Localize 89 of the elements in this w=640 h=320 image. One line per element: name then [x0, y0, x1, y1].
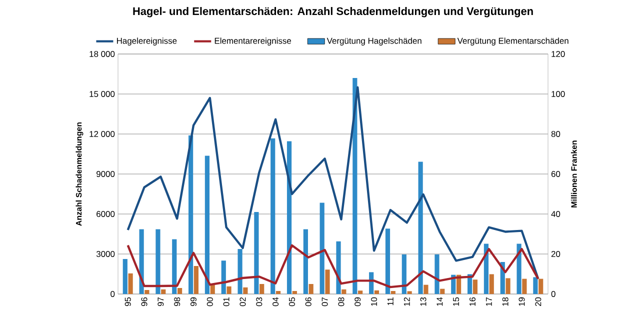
bar — [385, 228, 390, 294]
x-tick-label: 02 — [240, 297, 246, 306]
bar — [122, 259, 128, 294]
bar — [128, 273, 133, 294]
x-tick-label: 96 — [141, 297, 148, 306]
x-tick-label: 16 — [470, 297, 476, 306]
bar — [308, 284, 314, 294]
x-tick-label: 97 — [158, 297, 164, 306]
bar — [538, 278, 544, 294]
bar — [210, 284, 215, 294]
bar — [238, 249, 242, 294]
bar — [533, 277, 538, 294]
y-tick-label: 6000 — [96, 211, 115, 217]
x-tick-label: 09 — [354, 297, 361, 306]
x-tick-label: 14 — [436, 297, 443, 306]
x-tick-label: 08 — [338, 297, 344, 306]
bar — [161, 289, 166, 294]
x-tick-label: 99 — [190, 297, 196, 306]
y-tick-label: 9000 — [96, 171, 115, 177]
x-tick-label: 98 — [174, 297, 180, 306]
x-tick-label: 15 — [453, 297, 460, 306]
y2-tick-label: 20 — [551, 251, 560, 257]
x-tick-label: 01 — [223, 297, 230, 306]
bar — [472, 280, 478, 294]
bar — [292, 291, 297, 294]
bar — [342, 289, 346, 294]
bar — [260, 284, 264, 294]
y-tick-label: 18 000 — [90, 51, 115, 57]
x-tick-label: 20 — [535, 297, 542, 306]
bar — [434, 254, 440, 294]
bar — [243, 287, 248, 294]
y2-tick-label: 60 — [551, 171, 560, 177]
x-tick-label: 04 — [272, 297, 279, 306]
bar — [440, 288, 445, 294]
line-series — [126, 244, 540, 288]
line-series — [126, 86, 540, 280]
x-tick-label: 17 — [486, 297, 492, 306]
y2-tick-label: 100 — [552, 91, 565, 97]
legend-label: Elementarereignisse — [214, 38, 292, 46]
bar — [402, 254, 406, 294]
bar — [522, 278, 527, 294]
bar — [418, 162, 423, 294]
bar — [516, 244, 522, 294]
bar — [204, 156, 210, 294]
y2-tick-label: 40 — [551, 211, 560, 217]
y2-tick-label: 0 — [551, 291, 556, 297]
bar — [226, 286, 232, 294]
bar — [489, 274, 494, 294]
bar — [194, 266, 198, 294]
bar — [506, 278, 510, 294]
bar — [172, 239, 177, 294]
chart-title: Hagel- und Elementarschäden: Anzahl Schadenmeldungen und Vergütungen — [133, 7, 533, 18]
x-tick-label: 07 — [322, 297, 328, 306]
y-tick-label: 15 000 — [90, 91, 115, 97]
x-tick-label: 13 — [420, 297, 426, 306]
y2-tick-label: 80 — [551, 131, 560, 137]
y-tick-label: 3000 — [96, 251, 115, 257]
bar — [424, 284, 428, 294]
legend-label: Vergütung Hagelschäden — [326, 38, 422, 46]
legend-label: Vergütung Elementarschäden — [457, 38, 568, 46]
bar — [303, 229, 308, 294]
x-tick-label: 03 — [256, 297, 262, 306]
x-tick-label: 18 — [502, 297, 508, 306]
bar — [390, 291, 396, 294]
legend-label: Hagelereignisse — [117, 38, 177, 46]
y-tick-label: 12 000 — [90, 131, 115, 137]
bar — [156, 229, 160, 294]
bar — [407, 291, 412, 294]
bar — [276, 291, 281, 294]
y-tick-label: 0 — [110, 291, 115, 297]
x-tick-label: 10 — [371, 297, 378, 306]
bar — [374, 290, 380, 294]
x-tick-label: 00 — [206, 297, 213, 306]
x-tick-label: 11 — [388, 297, 394, 306]
bar — [177, 288, 182, 294]
x-tick-label: 95 — [124, 297, 131, 306]
x-tick-label: 05 — [288, 297, 295, 306]
bar — [254, 212, 259, 294]
bar — [336, 241, 341, 294]
bar — [221, 260, 226, 294]
x-tick-label: 12 — [404, 297, 410, 306]
bar — [270, 138, 276, 294]
bar — [358, 290, 363, 294]
bar — [320, 202, 324, 294]
y2-tick-label: 120 — [552, 51, 565, 57]
bar — [144, 290, 150, 294]
bar — [325, 270, 330, 294]
x-tick-label: 06 — [305, 297, 312, 306]
x-tick-label: 19 — [518, 297, 525, 306]
